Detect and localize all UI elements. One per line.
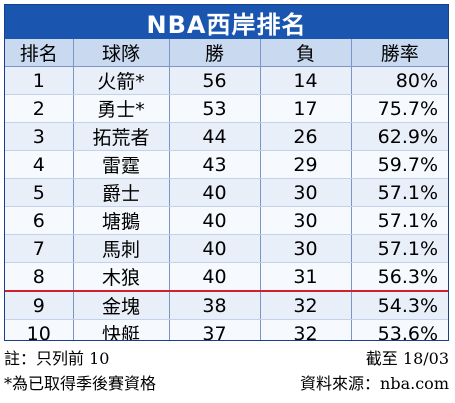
cell-rank: 10 xyxy=(5,319,73,340)
cell-wins: 43 xyxy=(168,150,260,179)
cell-rank: 5 xyxy=(5,178,73,207)
cell-team: 金塊 xyxy=(72,291,169,320)
cell-wins: 40 xyxy=(168,234,260,263)
cell-team: 雷霆 xyxy=(72,150,169,179)
header-team: 球隊 xyxy=(72,39,169,67)
cell-wins: 40 xyxy=(168,178,260,207)
standings-table: 排名 球隊 勝 負 勝率 1 火箭* 56 14 80% 2 勇士* 53 17 75.7% 3 拓荒… xyxy=(5,39,448,340)
cell-losses: 31 xyxy=(259,262,351,292)
cell-losses: 32 xyxy=(259,291,351,320)
cell-team: 火箭* xyxy=(72,66,169,95)
table-row: 5 爵士 40 30 57.1% xyxy=(5,178,448,207)
cell-wins: 38 xyxy=(168,291,260,320)
cell-win-pct: 56.3% xyxy=(350,262,448,292)
table-row: 7 馬刺 40 30 57.1% xyxy=(5,234,448,263)
cell-rank: 6 xyxy=(5,206,73,235)
header-losses: 負 xyxy=(259,39,351,67)
cell-losses: 30 xyxy=(259,206,351,235)
cell-losses: 29 xyxy=(259,150,351,179)
cell-win-pct: 62.9% xyxy=(350,122,448,151)
cell-win-pct: 59.7% xyxy=(350,150,448,179)
cell-team: 塘鵝 xyxy=(72,206,169,235)
table-title: NBA西岸排名 xyxy=(5,5,448,39)
table-row: 3 拓荒者 44 26 62.9% xyxy=(5,122,448,151)
cell-rank: 7 xyxy=(5,234,73,263)
table-row: 1 火箭* 56 14 80% xyxy=(5,66,448,95)
cell-team: 快艇 xyxy=(72,319,169,340)
cell-losses: 30 xyxy=(259,178,351,207)
cell-win-pct: 54.3% xyxy=(350,291,448,320)
cell-win-pct: 80% xyxy=(350,66,448,95)
header-row: 排名 球隊 勝 負 勝率 xyxy=(5,39,448,67)
cell-wins: 44 xyxy=(168,122,260,151)
footer-line-1: 註：只列前 10 截至 18/03 xyxy=(4,345,449,369)
cell-wins: 40 xyxy=(168,262,260,292)
cell-win-pct: 57.1% xyxy=(350,178,448,207)
cell-losses: 26 xyxy=(259,122,351,151)
header-rank: 排名 xyxy=(5,39,73,67)
cell-rank: 8 xyxy=(5,262,73,292)
table-row: 2 勇士* 53 17 75.7% xyxy=(5,94,448,123)
cell-win-pct: 53.6% xyxy=(350,319,448,340)
cell-win-pct: 75.7% xyxy=(350,94,448,123)
cell-losses: 30 xyxy=(259,234,351,263)
cell-wins: 53 xyxy=(168,94,260,123)
cell-team: 爵士 xyxy=(72,178,169,207)
note-as-of-date: 截至 18/03 xyxy=(365,349,449,368)
header-win-pct: 勝率 xyxy=(350,39,448,67)
cell-team: 木狼 xyxy=(72,262,169,292)
table-row: 9 金塊 38 32 54.3% xyxy=(5,291,448,320)
cell-team: 馬刺 xyxy=(72,234,169,263)
cell-losses: 14 xyxy=(259,66,351,95)
cell-rank: 3 xyxy=(5,122,73,151)
cell-team: 拓荒者 xyxy=(72,122,169,151)
cell-losses: 17 xyxy=(259,94,351,123)
table-row: 8 木狼 40 31 56.3% xyxy=(5,262,448,292)
cell-wins: 40 xyxy=(168,206,260,235)
cell-win-pct: 57.1% xyxy=(350,206,448,235)
cell-rank: 1 xyxy=(5,66,73,95)
table-row: 6 塘鵝 40 30 57.1% xyxy=(5,206,448,235)
header-wins: 勝 xyxy=(168,39,260,67)
table-row: 4 雷霆 43 29 59.7% xyxy=(5,150,448,179)
cell-team: 勇士* xyxy=(72,94,169,123)
note-playoff-qualified: *為已取得季後賽資格 xyxy=(4,374,157,393)
cell-wins: 56 xyxy=(168,66,260,95)
cell-rank: 4 xyxy=(5,150,73,179)
cell-rank: 2 xyxy=(5,94,73,123)
table-row: 10 快艇 37 32 53.6% xyxy=(5,319,448,340)
note-source: 資料來源：nba.com xyxy=(300,374,449,393)
standings-panel: NBA西岸排名 排名 球隊 勝 負 勝率 1 火箭* 56 14 80% 2 勇士* 53 17… xyxy=(4,4,449,341)
note-top-10: 註：只列前 10 xyxy=(4,349,110,368)
footer-line-2: *為已取得季後賽資格 資料來源：nba.com xyxy=(4,370,449,394)
cell-win-pct: 57.1% xyxy=(350,234,448,263)
cell-losses: 32 xyxy=(259,319,351,340)
cell-wins: 37 xyxy=(168,319,260,340)
cell-rank: 9 xyxy=(5,291,73,320)
